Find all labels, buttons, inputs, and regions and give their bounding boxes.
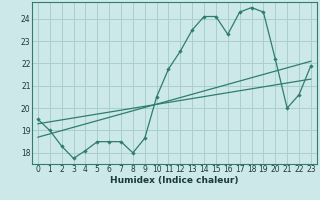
X-axis label: Humidex (Indice chaleur): Humidex (Indice chaleur) — [110, 176, 239, 185]
